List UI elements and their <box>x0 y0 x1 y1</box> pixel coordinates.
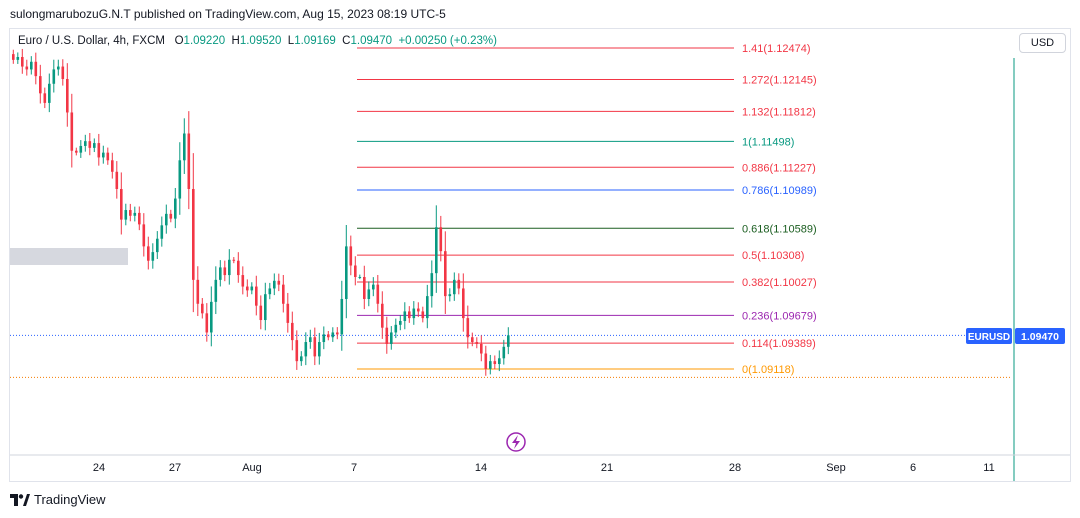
high-value: 1.09520 <box>239 35 282 47</box>
open-label: O <box>174 35 184 47</box>
tradingview-logo-icon <box>10 493 30 506</box>
publisher-line: sulongmarubozuG.N.T published on Trading… <box>10 7 446 21</box>
open-value: 1.09220 <box>183 35 226 47</box>
close-label: C <box>342 35 351 47</box>
chart-legend: Euro / U.S. Dollar, 4h, FXCM O1.09220 H1… <box>18 35 497 47</box>
tradingview-brand: TradingView <box>34 492 106 507</box>
low-label: L <box>287 35 295 47</box>
currency-button[interactable]: USD <box>1019 33 1066 53</box>
low-value: 1.09169 <box>294 35 336 47</box>
tradingview-logo[interactable]: TradingView <box>10 492 106 507</box>
chart-frame <box>9 28 1071 482</box>
symbol-description[interactable]: Euro / U.S. Dollar, 4h, FXCM <box>18 35 165 47</box>
close-value: 1.09470 <box>350 35 393 47</box>
change-value: +0.00250 (+0.23%) <box>398 35 497 47</box>
high-label: H <box>231 35 240 47</box>
